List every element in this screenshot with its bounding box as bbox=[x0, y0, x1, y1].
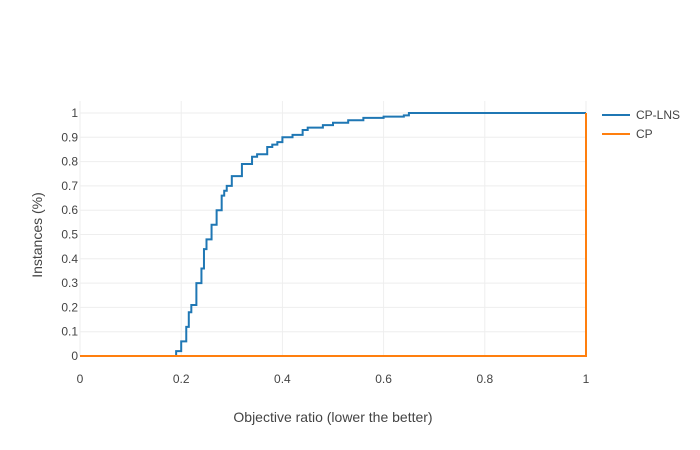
y-tick-label: 1 bbox=[71, 106, 78, 120]
series-line-cp-lns bbox=[80, 112, 586, 357]
y-tick-label: 0.4 bbox=[61, 252, 78, 266]
y-tick-label: 0.2 bbox=[61, 300, 78, 314]
x-tick-label: 0 bbox=[77, 372, 84, 386]
x-tick-label: 0.6 bbox=[375, 372, 392, 386]
y-tick-label: 0.9 bbox=[61, 130, 78, 144]
legend-label: CP bbox=[636, 127, 653, 141]
x-tick-label: 0.4 bbox=[274, 372, 291, 386]
y-tick-label: 0.5 bbox=[61, 228, 78, 242]
y-axis-title: Instances (%) bbox=[29, 192, 45, 278]
y-tick-label: 0.8 bbox=[61, 155, 78, 169]
series-lines bbox=[80, 112, 587, 357]
gridlines bbox=[79, 101, 587, 357]
legend-label: CP-LNS bbox=[636, 108, 680, 122]
legend: CP-LNS CP bbox=[602, 108, 680, 141]
x-tick-label: 0.8 bbox=[476, 372, 493, 386]
y-tick-label: 0.6 bbox=[61, 203, 78, 217]
y-tick-label: 0.7 bbox=[61, 179, 78, 193]
y-tick-label: 0 bbox=[71, 349, 78, 363]
x-axis-title: Objective ratio (lower the better) bbox=[233, 409, 432, 425]
y-tick-label: 0.1 bbox=[61, 325, 78, 339]
x-tick-label: 0.2 bbox=[173, 372, 190, 386]
y-tick-label: 0.3 bbox=[61, 276, 78, 290]
x-tick-label: 1 bbox=[583, 372, 590, 386]
series-line-cp bbox=[80, 113, 587, 357]
tick-labels: 0 0.2 0.4 0.6 0.8 1 0 0.1 0.2 0.3 0.4 0.5 0.6 0.7 0.8 0… bbox=[61, 106, 589, 386]
